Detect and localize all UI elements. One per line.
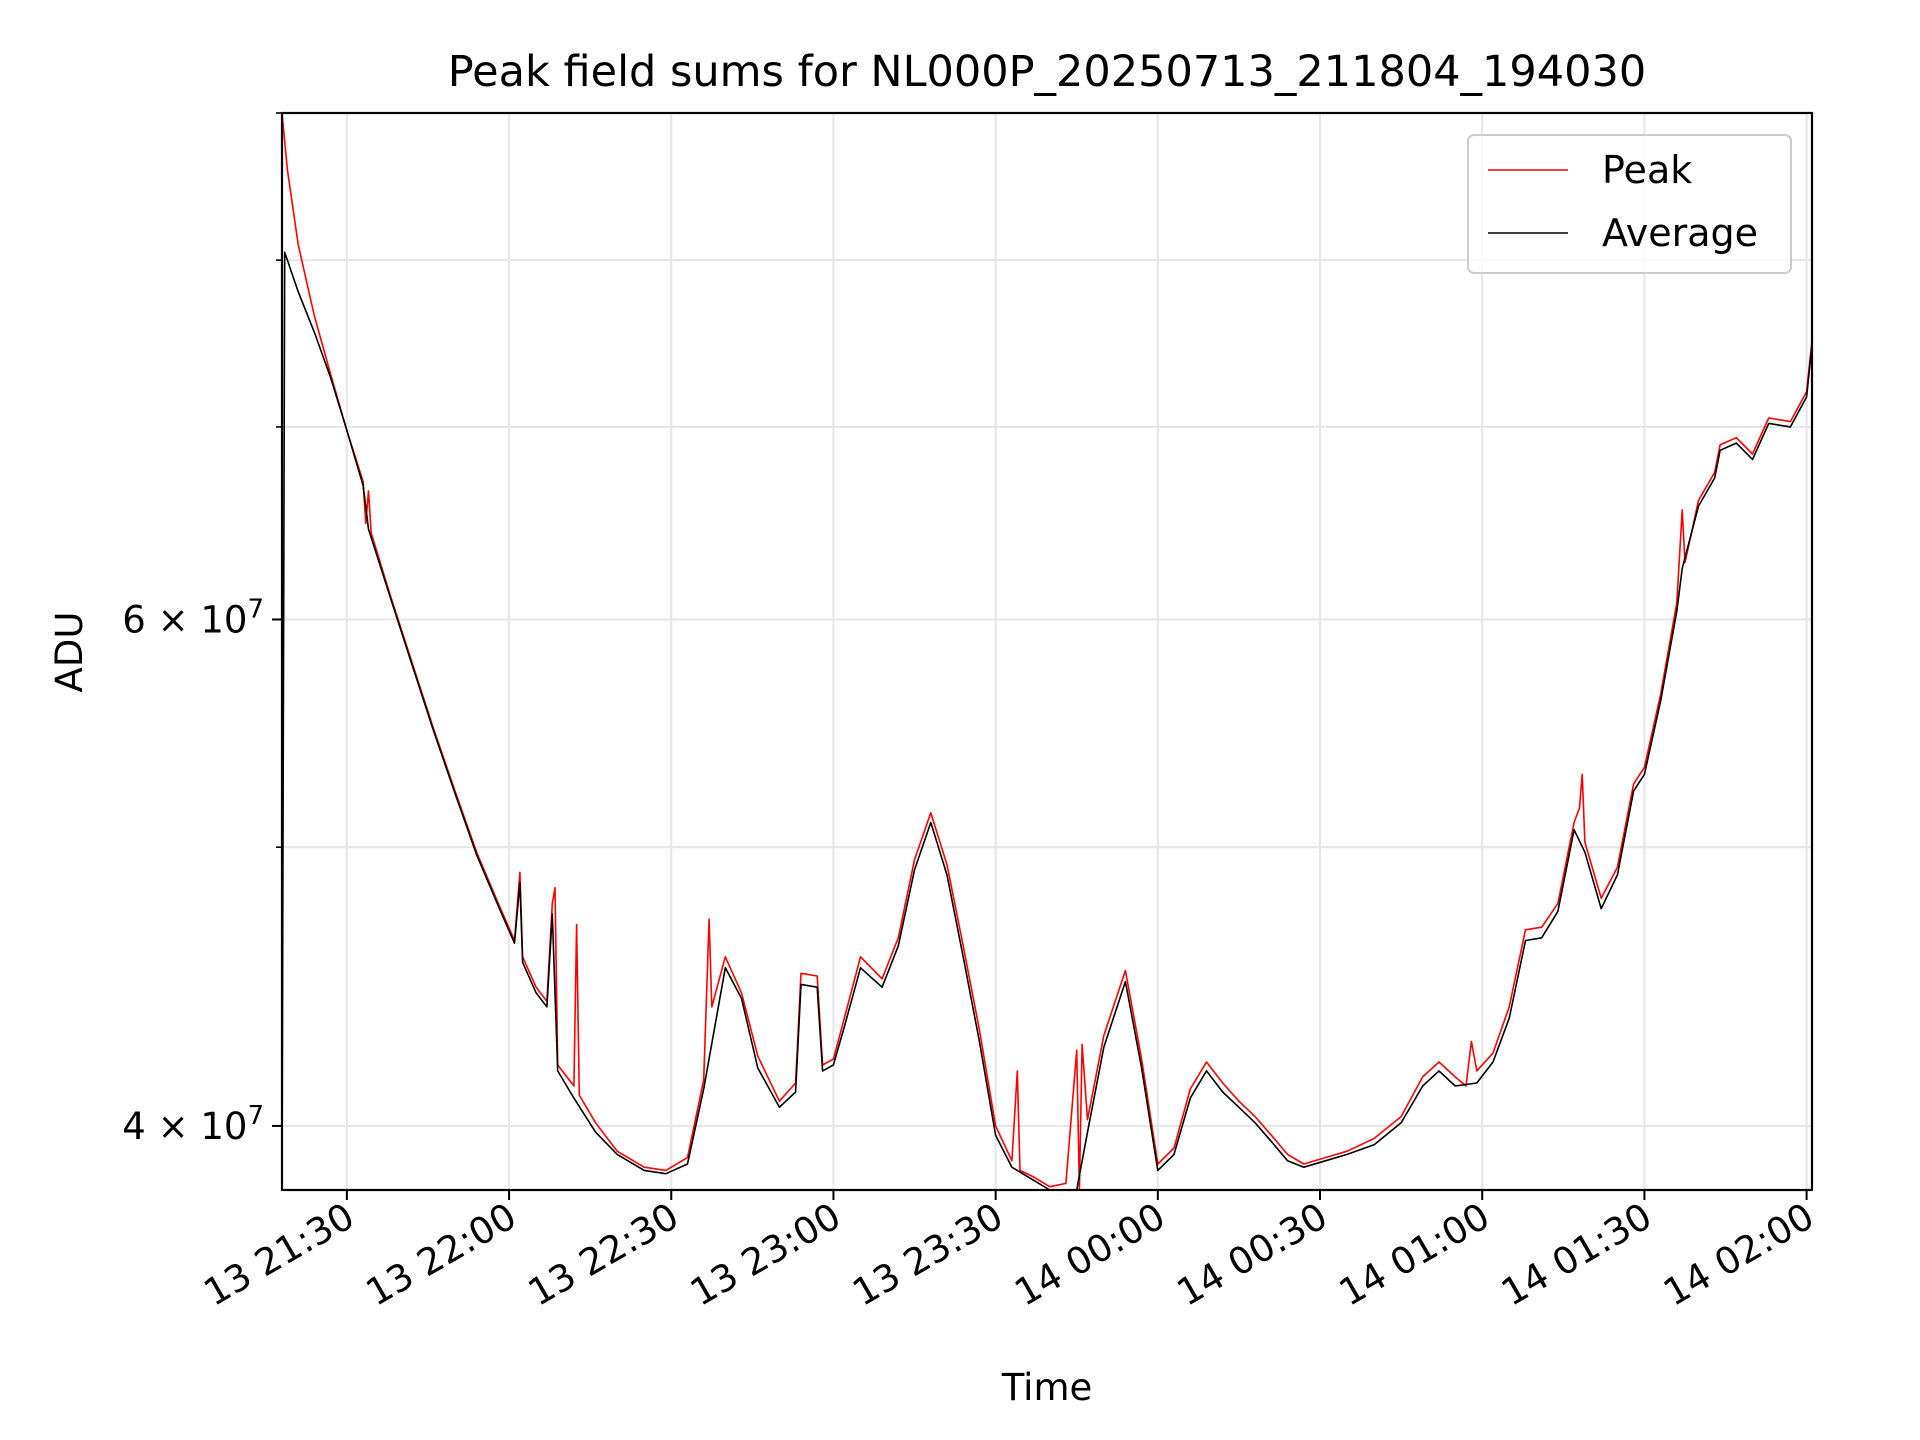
series-line-peak (281, 112, 1813, 1191)
y-tick-label: 6 × 107 (122, 594, 264, 641)
y-tick-label: 4 × 107 (122, 1101, 264, 1148)
plot-area-frame (280, 111, 1814, 1192)
series-line-average (281, 251, 1813, 1191)
y-axis-label: ADU (48, 612, 91, 693)
x-axis-label: Time (1001, 1366, 1093, 1409)
legend-label-average: Average (1602, 211, 1758, 255)
legend-label-peak: Peak (1602, 148, 1692, 192)
series-lines (281, 112, 1813, 1191)
chart-title: Peak field sums for NL000P_20250713_2118… (448, 47, 1646, 97)
legend: Peak Average (1467, 134, 1792, 274)
